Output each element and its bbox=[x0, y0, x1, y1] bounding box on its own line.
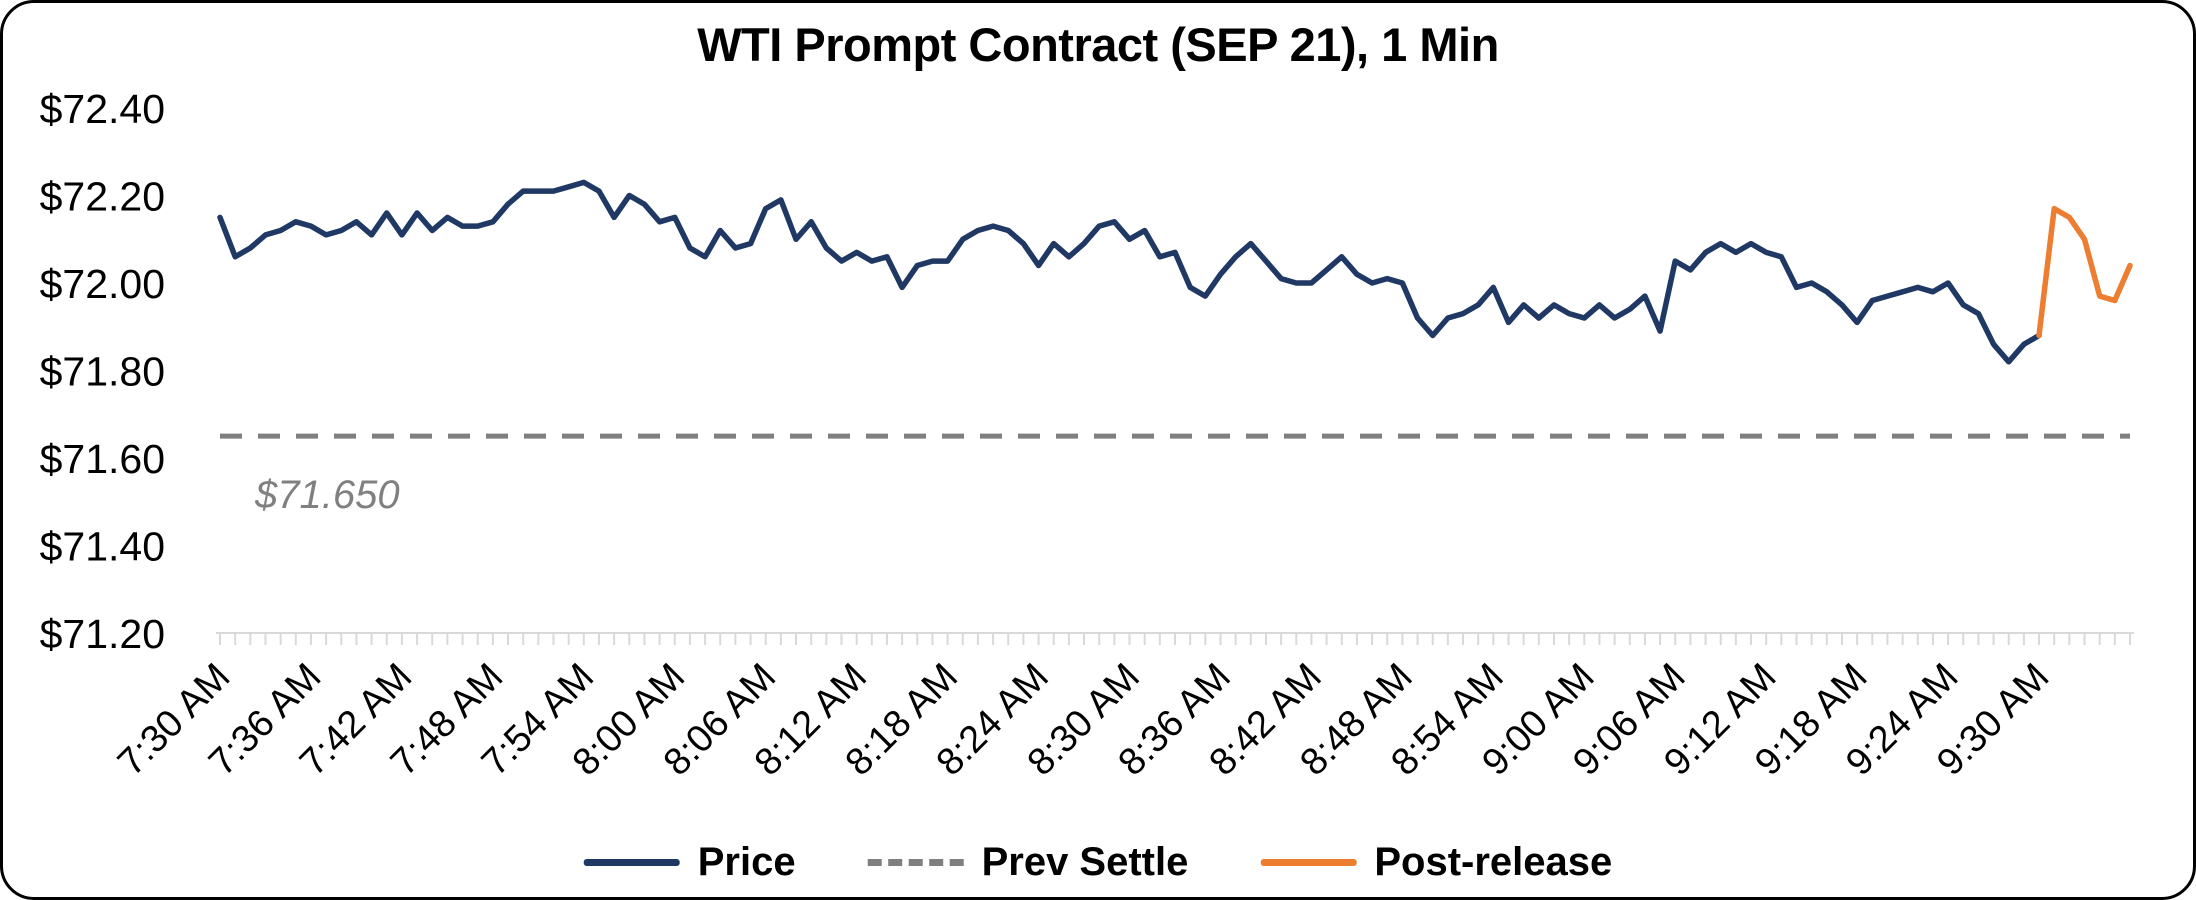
price-line-sample-icon bbox=[583, 859, 680, 866]
legend-label-post-release: Post-release bbox=[1374, 840, 1613, 884]
prev-settle-dashed-line-sample-icon bbox=[867, 859, 964, 866]
chart-title: WTI Prompt Contract (SEP 21), 1 Min bbox=[697, 18, 1499, 71]
legend-item-post-release: Post-release bbox=[1260, 840, 1612, 885]
prev-settle-annotation: $71.650 bbox=[254, 473, 400, 517]
svg-text:$72.40: $72.40 bbox=[40, 86, 165, 132]
svg-text:$71.80: $71.80 bbox=[40, 349, 165, 395]
svg-text:$71.20: $71.20 bbox=[40, 611, 165, 657]
line-chart: $72.40 $72.20 $72.00 $71.80 $71.60 $71.40 $71.… bbox=[40, 86, 2134, 784]
svg-text:$72.20: $72.20 bbox=[40, 174, 165, 220]
svg-text:$71.60: $71.60 bbox=[40, 436, 165, 482]
legend-item-prev-settle: Prev Settle bbox=[867, 840, 1189, 885]
post-release-line-sample-icon bbox=[1260, 859, 1357, 866]
legend-label-price: Price bbox=[697, 840, 796, 884]
svg-text:$71.40: $71.40 bbox=[40, 524, 165, 570]
legend-label-prev-settle: Prev Settle bbox=[981, 840, 1189, 884]
svg-text:$72.00: $72.00 bbox=[40, 261, 165, 307]
chart-legend: Price Prev Settle Post-release bbox=[583, 840, 1612, 885]
legend-item-price: Price bbox=[583, 840, 796, 885]
